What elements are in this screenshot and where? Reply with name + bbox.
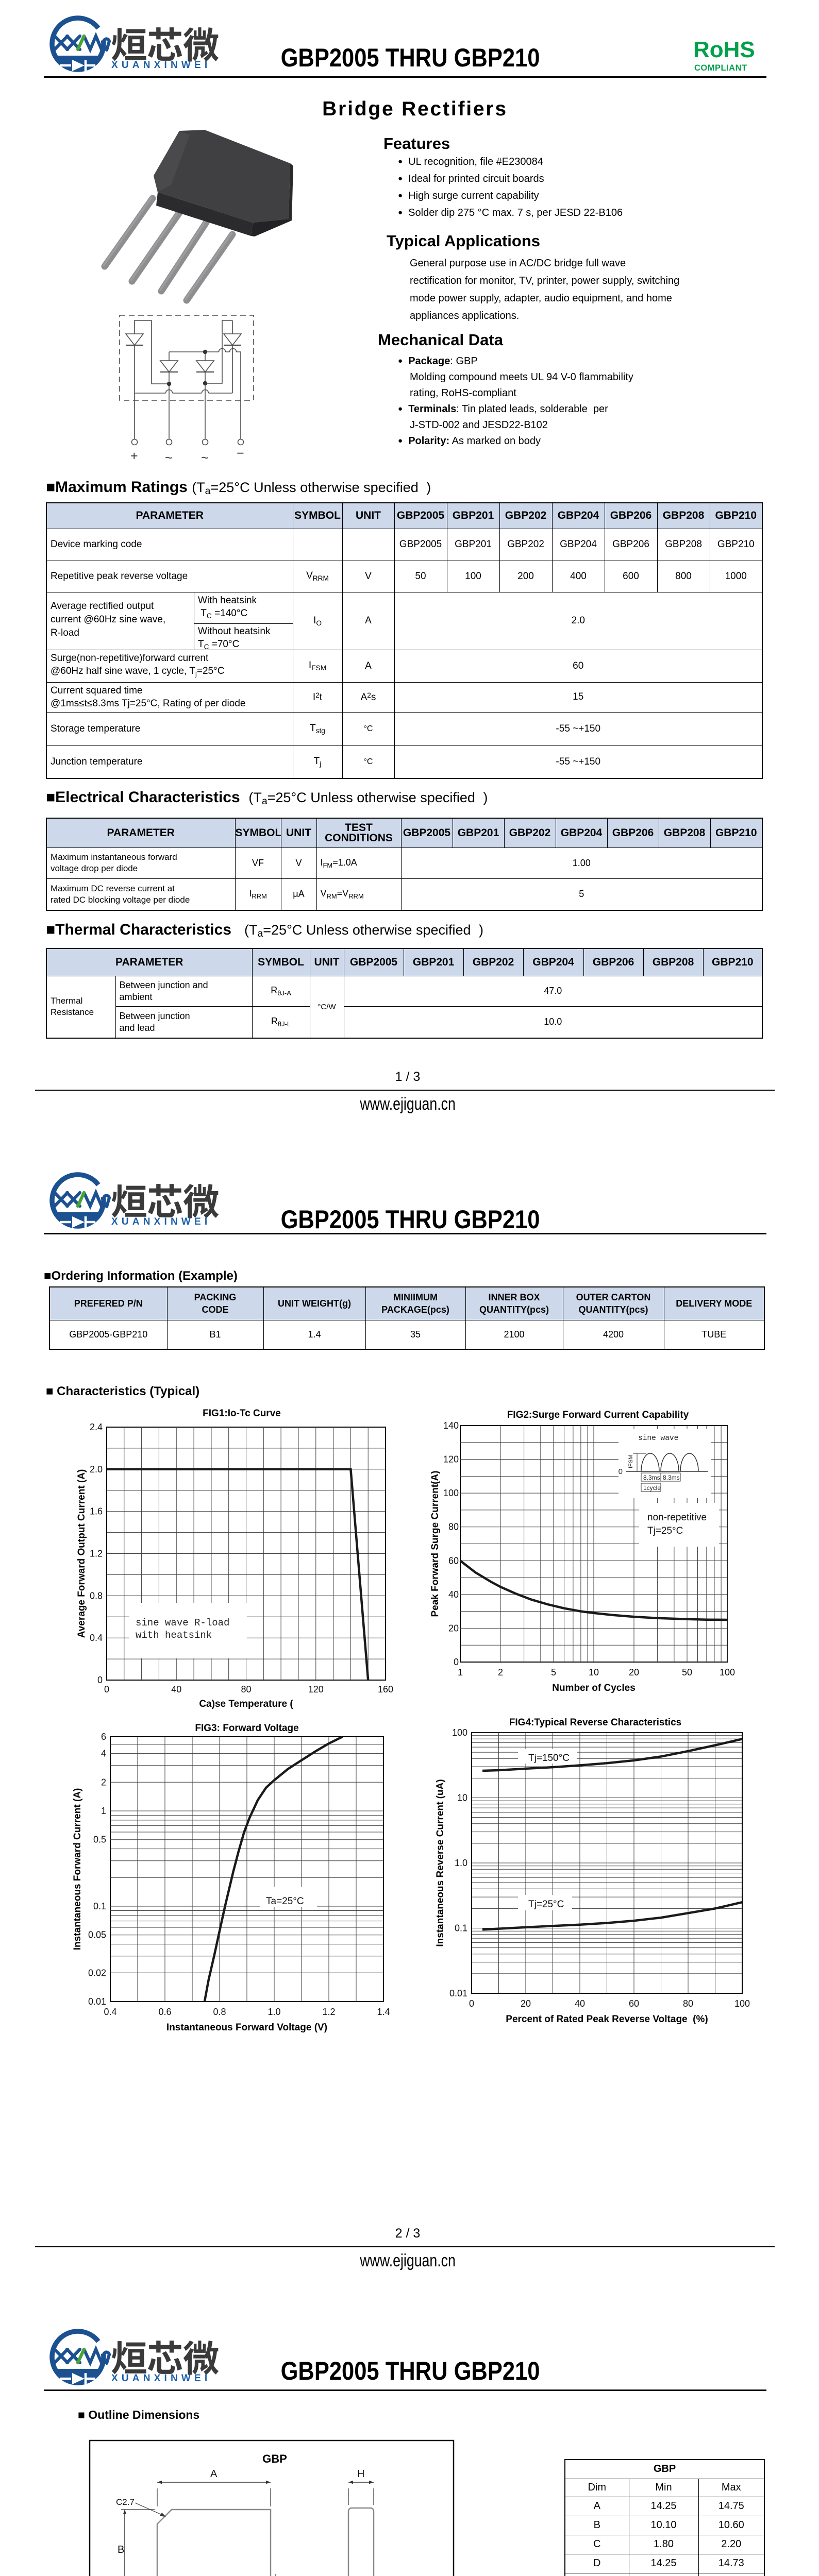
svg-text:100: 100 [720,1667,735,1677]
svg-text:0.8: 0.8 [213,2007,226,2017]
svg-text:0: 0 [454,1657,459,1667]
svg-text:40: 40 [575,1998,585,2009]
svg-text:2: 2 [498,1667,503,1677]
svg-text:1: 1 [101,1806,106,1816]
svg-text:0: 0 [619,1467,623,1476]
svg-text:50: 50 [682,1667,692,1677]
svg-text:Instantaneous Reverse Current: Instantaneous Reverse Current (uA) [435,1779,446,1946]
svg-text:Percent of Rated Peak Reverse: Percent of Rated Peak Reverse Voltage (%… [506,2014,708,2025]
svg-text:0.01: 0.01 [88,1996,106,2007]
svg-text:40: 40 [171,1684,181,1694]
svg-text:60: 60 [448,1555,459,1566]
svg-text:5: 5 [551,1667,556,1677]
svg-text:0.01: 0.01 [449,1988,467,1998]
svg-text:20: 20 [629,1667,639,1677]
svg-text:80: 80 [241,1684,251,1694]
svg-text:1.0: 1.0 [455,1858,467,1868]
svg-text:40: 40 [448,1589,459,1600]
svg-text:6: 6 [101,1732,106,1742]
svg-text:C2.7: C2.7 [116,2497,135,2507]
svg-text:2: 2 [101,1777,106,1787]
svg-text:8.3ms: 8.3ms [643,1474,660,1481]
svg-text:0.1: 0.1 [93,1901,106,1911]
svg-text:Peak Forward Surge Current(A): Peak Forward Surge Current(A) [430,1471,441,1617]
svg-text:60: 60 [629,1998,639,2009]
svg-text:2.0: 2.0 [90,1464,103,1475]
svg-text:+: + [130,449,138,463]
svg-text:0: 0 [97,1675,103,1685]
svg-text:1.2: 1.2 [90,1549,103,1559]
svg-text:0.1: 0.1 [455,1923,467,1934]
svg-text:with heatsink: with heatsink [136,1630,212,1641]
svg-text:120: 120 [443,1454,459,1465]
svg-text:20: 20 [448,1623,459,1633]
svg-text:1.6: 1.6 [90,1506,103,1517]
svg-text:Tj=150°C: Tj=150°C [528,1753,570,1764]
svg-text:XUANXINWEI: XUANXINWEI [111,60,211,71]
svg-text:100: 100 [452,1727,467,1738]
svg-text:1: 1 [458,1667,463,1677]
svg-text:Tj=25°C: Tj=25°C [647,1526,683,1536]
svg-text:0.4: 0.4 [104,2007,116,2017]
svg-text:10: 10 [457,1793,467,1803]
svg-text:0.02: 0.02 [88,1968,106,1978]
svg-text:10: 10 [589,1667,599,1677]
svg-text:sine wave: sine wave [638,1434,678,1443]
svg-text:Tj=25°C: Tj=25°C [528,1899,564,1910]
svg-text:0.4: 0.4 [90,1633,103,1643]
svg-text:0.8: 0.8 [90,1590,103,1601]
svg-text:0.5: 0.5 [93,1835,106,1845]
svg-text:Average Forward Output Current: Average Forward Output Current (A) [76,1469,87,1638]
svg-text:1.4: 1.4 [377,2007,390,2017]
svg-text:8.3ms: 8.3ms [663,1474,680,1481]
svg-text:100: 100 [734,1998,750,2009]
svg-text:A: A [210,2468,218,2480]
svg-text:0.05: 0.05 [88,1930,106,1940]
svg-text:160: 160 [378,1684,393,1694]
svg-text:Instantaneous Forward Voltage: Instantaneous Forward Voltage (V) [166,2022,327,2033]
svg-text:~: ~ [201,451,209,465]
svg-text:Ta=25°C: Ta=25°C [266,1896,304,1907]
svg-text:0.6: 0.6 [158,2007,171,2017]
svg-text:120: 120 [308,1684,324,1694]
svg-text:Ca)se Temperature (: Ca)se Temperature ( [199,1699,293,1709]
svg-text:GBP: GBP [262,2452,287,2465]
svg-text:−: − [237,446,244,461]
svg-text:1.0: 1.0 [268,2007,280,2017]
svg-text:0: 0 [469,1998,474,2009]
svg-text:100: 100 [443,1488,459,1498]
svg-text:non-repetitive: non-repetitive [647,1512,707,1523]
svg-text:IFSM: IFSM [628,1455,634,1468]
svg-text:80: 80 [448,1522,459,1532]
svg-text:20: 20 [521,1998,531,2009]
svg-text:~: ~ [165,451,173,465]
svg-text:2.4: 2.4 [90,1422,103,1432]
svg-text:Number of Cycles: Number of Cycles [552,1683,636,1693]
svg-text:XUANXINWEI: XUANXINWEI [111,2373,211,2384]
svg-text:XUANXINWEI: XUANXINWEI [111,1216,211,1227]
svg-text:Instantaneous Forward Current: Instantaneous Forward Current (A) [72,1788,83,1951]
svg-text:B: B [118,2544,124,2555]
svg-text:4: 4 [101,1749,106,1759]
svg-text:sine wave R-load: sine wave R-load [136,1617,229,1629]
svg-text:1cycle: 1cycle [643,1484,661,1492]
svg-text:80: 80 [683,1998,693,2009]
svg-text:H: H [357,2468,364,2480]
svg-text:0: 0 [104,1684,109,1694]
svg-text:1.2: 1.2 [322,2007,335,2017]
svg-text:140: 140 [443,1420,459,1431]
